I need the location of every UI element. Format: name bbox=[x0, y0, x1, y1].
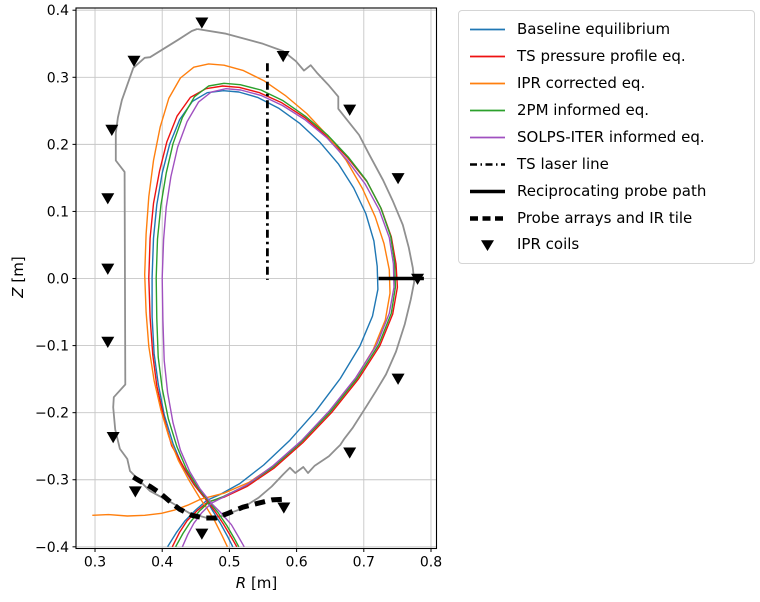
ipr-coil-marker bbox=[343, 104, 357, 116]
legend-item-ts-laser-line: TS laser line bbox=[469, 151, 748, 177]
ipr-coil-marker bbox=[195, 528, 209, 540]
y-tick-label: −0.2 bbox=[35, 406, 69, 422]
y-tick-label: 0.0 bbox=[47, 272, 69, 288]
legend-item-ts-pressure-profile: TS pressure profile eq. bbox=[469, 43, 748, 69]
triangle-down-icon bbox=[481, 240, 494, 252]
x-tick-label: 0.5 bbox=[218, 555, 240, 571]
ipr-coil-marker bbox=[411, 273, 425, 285]
vessel-wall-outline bbox=[112, 28, 416, 519]
legend-label: TS laser line bbox=[517, 154, 609, 173]
series-solps-iter-informed-eq- bbox=[161, 87, 395, 548]
x-tick-label: 0.8 bbox=[420, 555, 442, 571]
ipr-coil-marker bbox=[101, 336, 115, 348]
ipr-coil-marker bbox=[105, 124, 119, 137]
ipr-coil-marker bbox=[343, 447, 357, 459]
ipr-coil-marker bbox=[127, 55, 141, 67]
legend-item-probe-arrays-ir-tile: Probe arrays and IR tile bbox=[469, 205, 748, 231]
legend-swatch-solps-line bbox=[470, 136, 505, 139]
y-tick-label: −0.3 bbox=[35, 473, 69, 489]
legend-swatch-2pm-line bbox=[470, 109, 505, 112]
ipr-coil-marker bbox=[106, 432, 120, 444]
legend-swatch-triangle-marker bbox=[481, 240, 494, 252]
x-axis-label: R [m] bbox=[76, 574, 437, 592]
legend-label: IPR corrected eq. bbox=[517, 74, 646, 93]
ipr-coil-marker bbox=[101, 263, 115, 275]
legend-label: TS pressure profile eq. bbox=[517, 47, 686, 66]
y-tick-label: 0.3 bbox=[47, 70, 69, 86]
ipr-coil-marker bbox=[391, 173, 405, 185]
legend-label: Baseline equilibrium bbox=[517, 20, 671, 39]
overlay-probe-arrays-and-ir-tile bbox=[132, 474, 286, 521]
legend-label: SOLPS-ITER informed eq. bbox=[517, 127, 705, 146]
legend-item-solps-iter-informed: SOLPS-ITER informed eq. bbox=[469, 124, 748, 150]
x-tick-label: 0.3 bbox=[84, 555, 106, 571]
legend-swatch-baseline-line bbox=[470, 29, 505, 31]
legend-swatch-dashed-thick-line bbox=[470, 215, 505, 221]
x-axis-unit: [m] bbox=[246, 574, 278, 592]
ipr-coil-marker bbox=[276, 51, 290, 63]
ipr-coil-marker bbox=[128, 486, 142, 498]
x-tick-label: 0.6 bbox=[285, 555, 307, 571]
legend-label: Probe arrays and IR tile bbox=[517, 208, 693, 227]
ipr-coil-marker bbox=[277, 502, 291, 514]
y-axis-unit: [m] bbox=[9, 256, 27, 288]
legend-label: Reciprocating probe path bbox=[517, 181, 707, 200]
x-axis-variable: R bbox=[235, 574, 247, 592]
y-axis-variable: Z bbox=[9, 287, 27, 298]
legend-item-2pm-informed: 2PM informed eq. bbox=[469, 97, 748, 123]
x-tick-label: 0.7 bbox=[353, 555, 375, 571]
y-tick-label: 0.4 bbox=[47, 3, 69, 19]
series-2pm-informed-eq- bbox=[155, 82, 397, 548]
legend-box: Baseline equilibrium TS pressure profile… bbox=[458, 10, 755, 264]
legend-item-ipr-coils: IPR coils bbox=[469, 231, 748, 257]
legend-swatch-ts-pressure-line bbox=[470, 55, 505, 58]
legend-swatch-dashdot-line bbox=[470, 163, 505, 166]
legend-label: 2PM informed eq. bbox=[517, 101, 649, 120]
x-tick-label: 0.4 bbox=[151, 555, 173, 571]
ipr-coil-marker bbox=[391, 373, 405, 385]
legend-item-ipr-corrected: IPR corrected eq. bbox=[469, 70, 748, 96]
legend-swatch-ipr-corrected-line bbox=[470, 82, 505, 85]
series-ts-pressure-profile-eq- bbox=[148, 85, 399, 548]
legend-item-reciprocating-probe-path: Reciprocating probe path bbox=[469, 178, 748, 204]
series-ipr-corrected-eq- bbox=[92, 63, 391, 548]
y-tick-label: −0.1 bbox=[35, 339, 69, 355]
legend-label: IPR coils bbox=[517, 235, 580, 254]
y-tick-label: 0.2 bbox=[47, 137, 69, 153]
legend-item-baseline-equilibrium: Baseline equilibrium bbox=[469, 16, 748, 42]
ipr-coil-marker bbox=[195, 17, 209, 29]
y-tick-label: −0.4 bbox=[35, 540, 69, 556]
y-tick-label: 0.1 bbox=[47, 204, 69, 220]
y-axis-label: Z [m] bbox=[9, 237, 27, 317]
ipr-coil-marker bbox=[101, 193, 115, 205]
legend-swatch-solid-thick-line bbox=[470, 189, 505, 193]
series-baseline-equilibrium bbox=[151, 89, 379, 548]
